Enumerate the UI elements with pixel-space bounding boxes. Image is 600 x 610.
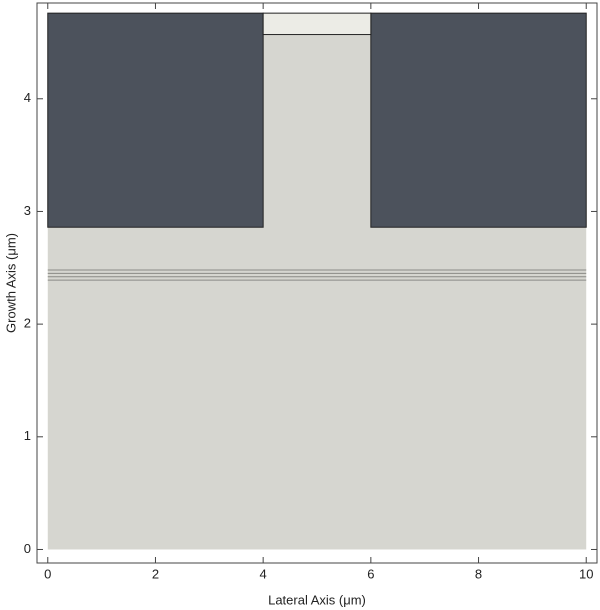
- y-tick-label: 2: [24, 316, 31, 331]
- y-tick-label: 1: [24, 428, 31, 443]
- region: [262, 12, 372, 36]
- region: [47, 12, 264, 228]
- plot-frame: [36, 2, 598, 564]
- region: [370, 12, 587, 228]
- y-tick-label: 0: [24, 541, 31, 556]
- x-tick-label: 0: [44, 566, 51, 581]
- y-axis-label: Growth Axis (μm): [3, 233, 18, 333]
- x-tick-label: 8: [475, 566, 482, 581]
- y-tick-label: 3: [24, 203, 31, 218]
- x-tick-label: 10: [579, 566, 593, 581]
- y-tick-label: 4: [24, 90, 31, 105]
- x-tick-label: 6: [367, 566, 374, 581]
- x-axis-label: Lateral Axis (μm): [268, 592, 366, 607]
- x-tick-label: 2: [152, 566, 159, 581]
- x-tick-label: 4: [260, 566, 267, 581]
